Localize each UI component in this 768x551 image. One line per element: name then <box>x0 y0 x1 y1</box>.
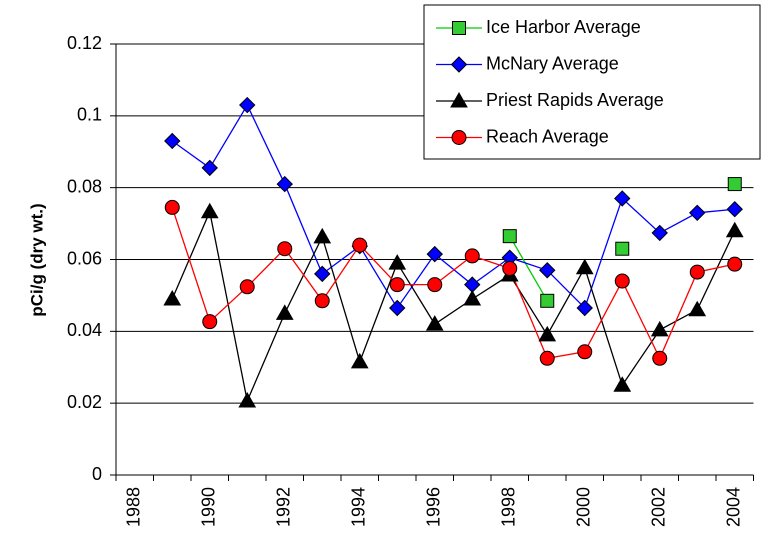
y-tick-label: 0.1 <box>77 105 102 125</box>
marker <box>614 190 631 207</box>
marker <box>464 248 480 264</box>
x-tick-label: 1996 <box>424 487 444 527</box>
marker <box>451 130 467 145</box>
marker <box>425 315 444 331</box>
marker <box>239 279 255 295</box>
marker <box>652 350 668 366</box>
marker <box>502 260 518 276</box>
marker <box>200 202 219 219</box>
marker <box>538 325 557 342</box>
marker <box>313 227 332 244</box>
marker <box>238 392 257 408</box>
marker <box>450 91 468 108</box>
marker <box>452 21 466 35</box>
marker <box>726 201 743 218</box>
y-tick-label: 0.08 <box>67 176 102 196</box>
marker <box>576 299 593 317</box>
marker <box>427 277 443 293</box>
x-tick-label: 1998 <box>499 487 519 527</box>
marker <box>389 299 406 317</box>
y-tick-label: 0 <box>92 464 102 484</box>
marker <box>314 265 331 283</box>
marker <box>277 241 293 257</box>
legend-label: McNary Average <box>486 53 619 73</box>
marker <box>688 300 707 317</box>
marker <box>276 175 293 193</box>
marker <box>725 221 744 238</box>
x-tick-label: 2004 <box>724 487 744 527</box>
marker <box>540 293 555 308</box>
marker <box>426 245 443 263</box>
legend-label: Ice Harbor Average <box>486 17 641 37</box>
y-tick-label: 0.02 <box>67 392 102 412</box>
x-tick-label: 2000 <box>574 487 594 527</box>
marker <box>463 290 482 306</box>
legend: Ice Harbor Average McNary Average Priest R… <box>423 4 761 160</box>
series-line <box>171 209 736 404</box>
marker <box>464 276 481 293</box>
marker <box>575 258 594 275</box>
legend-label: Priest Rapids Average <box>486 90 664 110</box>
marker <box>202 314 218 330</box>
marker <box>388 254 407 270</box>
marker <box>650 320 669 337</box>
marker <box>450 56 468 73</box>
marker <box>502 229 517 244</box>
marker <box>163 290 182 306</box>
legend-label: Reach Average <box>486 126 609 146</box>
marker <box>689 264 705 280</box>
x-tick-label: 1992 <box>274 487 294 527</box>
marker <box>164 199 180 215</box>
marker <box>350 352 369 369</box>
marker <box>352 237 368 253</box>
marker <box>275 304 294 320</box>
series-line <box>171 207 735 360</box>
marker <box>727 177 742 192</box>
y-tick-label: 0.04 <box>67 320 102 340</box>
series-line <box>171 103 735 310</box>
x-tick-label: 1988 <box>124 487 144 527</box>
marker <box>689 204 706 222</box>
x-tick-label: 1990 <box>199 487 219 527</box>
marker <box>577 344 593 360</box>
marker <box>164 132 181 150</box>
marker <box>239 96 256 114</box>
marker <box>539 262 556 279</box>
y-axis-label: pCi/g (dry wt.) <box>27 203 46 316</box>
marker <box>314 293 330 309</box>
x-tick-label: 1994 <box>349 487 369 527</box>
marker <box>727 256 743 272</box>
marker <box>389 277 405 293</box>
y-tick-label: 0.06 <box>67 248 102 268</box>
marker <box>615 241 630 256</box>
marker <box>651 224 668 242</box>
marker <box>201 159 218 177</box>
marker <box>613 376 632 392</box>
legend-box <box>423 4 761 160</box>
x-tick-label: 2002 <box>649 487 669 527</box>
marker <box>539 350 555 366</box>
y-tick-label: 0.12 <box>67 33 102 53</box>
marker <box>614 273 630 289</box>
